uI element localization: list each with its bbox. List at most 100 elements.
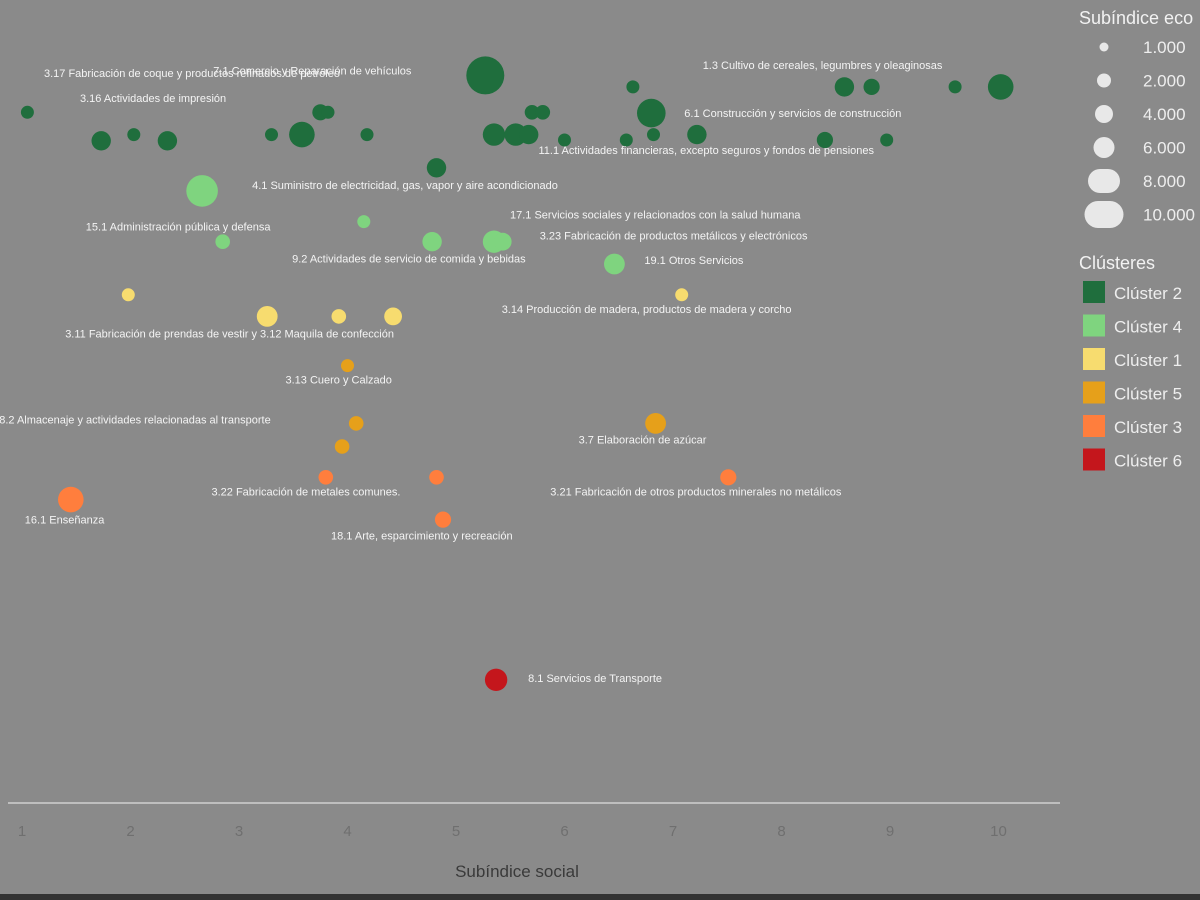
point-label: 16.1 Enseñanza <box>25 515 105 527</box>
size-legend-swatch <box>1093 137 1115 158</box>
cluster-legend-label: Clúster 6 <box>1114 452 1182 471</box>
data-point <box>127 128 141 142</box>
size-legend-swatch <box>1095 105 1113 123</box>
data-point <box>360 128 374 142</box>
data-point <box>429 470 444 485</box>
data-point <box>215 234 230 249</box>
point-label: 11.1 Actividades financieras, excepto se… <box>539 145 875 157</box>
data-point <box>720 469 737 486</box>
data-point <box>334 439 350 454</box>
x-axis-ticks: 1 2 3 4 5 6 7 8 9 10 <box>18 823 1007 840</box>
size-legend-label: 10.000 <box>1143 206 1195 225</box>
size-legend-label: 2.000 <box>1143 72 1186 91</box>
point-label: 3.11 Fabricación de prendas de vestir y … <box>65 328 394 340</box>
data-point <box>318 470 334 485</box>
data-point <box>880 133 894 147</box>
bottom-frame-bar <box>0 894 1200 900</box>
data-point <box>20 105 34 119</box>
point-label: 8.1 Servicios de Transporte <box>528 673 662 685</box>
cluster-legend-swatch <box>1083 314 1105 337</box>
x-tick-label: 6 <box>560 823 568 840</box>
data-point <box>341 359 354 373</box>
point-label: 4.1 Suministro de electricidad, gas, vap… <box>252 180 558 192</box>
data-point <box>535 105 551 120</box>
data-point <box>484 668 508 691</box>
point-label: 17.1 Servicios sociales y relacionados c… <box>510 210 801 222</box>
x-tick-label: 9 <box>886 823 894 840</box>
data-point <box>482 123 506 146</box>
x-tick-label: 4 <box>343 823 351 840</box>
data-point <box>637 98 666 128</box>
data-point <box>58 486 84 513</box>
point-label: 3.17 Fabricación de coque y productos re… <box>44 68 340 80</box>
x-tick-label: 8 <box>777 823 785 840</box>
point-label: 18.1 Arte, esparcimiento y recreación <box>331 531 513 543</box>
color-legend: Clústeres Clúster 2 Clúster 4 Clúster 1 Clú… <box>1079 253 1182 471</box>
size-legend: Subíndice eco 1.000 2.000 4.000 6.000 8.000 1… <box>1079 8 1195 228</box>
size-legend-label: 8.000 <box>1143 172 1186 191</box>
x-axis-title: Subíndice social <box>455 862 579 881</box>
x-tick-label: 3 <box>235 823 243 840</box>
size-legend-swatch <box>1097 73 1111 88</box>
cluster-legend-label: Clúster 2 <box>1114 284 1182 303</box>
point-label: 8.2 Almacenaje y actividades relacionada… <box>0 414 271 426</box>
data-point <box>121 288 135 302</box>
point-label: 3.22 Fabricación de metales comunes. <box>212 486 401 498</box>
x-tick-label: 10 <box>990 823 1007 840</box>
point-label: 9.2 Actividades de servicio de comida y … <box>292 254 526 266</box>
data-point <box>357 215 371 229</box>
point-label: 3.16 Actividades de impresión <box>80 93 226 105</box>
size-legend-label: 6.000 <box>1143 139 1186 158</box>
cluster-legend-swatch <box>1083 448 1105 471</box>
points-layer <box>20 56 1014 691</box>
point-label: 7.1 Comercio y Reparación de vehículos <box>213 65 412 77</box>
data-point <box>558 133 571 147</box>
cluster-legend-swatch <box>1083 415 1105 437</box>
point-label: 3.23 Fabricación de productos metálicos … <box>540 231 808 243</box>
labels-layer: 7.1 Comercio y Reparación de vehículos 1.… <box>0 60 943 685</box>
data-point <box>647 128 660 142</box>
data-point <box>422 232 442 252</box>
data-point <box>466 56 505 95</box>
cluster-legend-label: Clúster 4 <box>1114 318 1182 337</box>
data-point <box>493 232 512 251</box>
data-point <box>948 80 962 94</box>
point-label: 15.1 Administración pública y defensa <box>86 222 272 234</box>
point-label: 3.7 Elaboración de azúcar <box>579 434 707 446</box>
data-point <box>524 105 540 120</box>
data-point <box>619 133 633 147</box>
data-point <box>834 77 855 97</box>
size-legend-swatch <box>1099 42 1109 52</box>
data-point <box>348 416 364 431</box>
size-legend-swatch <box>1084 201 1124 228</box>
point-label: 19.1 Otros Servicios <box>644 255 744 267</box>
data-point <box>675 288 689 302</box>
x-tick-label: 7 <box>669 823 677 840</box>
size-legend-label: 4.000 <box>1143 105 1186 124</box>
data-point <box>384 307 402 326</box>
x-tick-label: 2 <box>126 823 134 840</box>
data-point <box>426 158 447 178</box>
data-point <box>863 78 880 95</box>
cluster-legend-swatch <box>1083 381 1105 404</box>
data-point <box>265 128 278 142</box>
data-point <box>816 131 834 149</box>
x-tick-label: 1 <box>18 823 26 840</box>
data-point <box>331 309 347 324</box>
data-point <box>186 175 218 207</box>
point-label: 6.1 Construcción y servicios de construc… <box>684 108 901 120</box>
x-tick-label: 5 <box>452 823 460 840</box>
size-legend-swatch <box>1088 169 1120 193</box>
cluster-legend-label: Clúster 5 <box>1114 385 1182 404</box>
data-point <box>604 253 625 275</box>
data-point <box>321 105 335 119</box>
cluster-legend-label: Clúster 1 <box>1114 351 1182 370</box>
data-point <box>626 80 640 94</box>
data-point <box>434 511 452 528</box>
cluster-legend-swatch <box>1083 281 1105 303</box>
size-legend-label: 1.000 <box>1143 38 1186 57</box>
data-point <box>687 124 707 145</box>
point-label: 3.13 Cuero y Calzado <box>286 375 392 387</box>
data-point <box>289 121 315 148</box>
